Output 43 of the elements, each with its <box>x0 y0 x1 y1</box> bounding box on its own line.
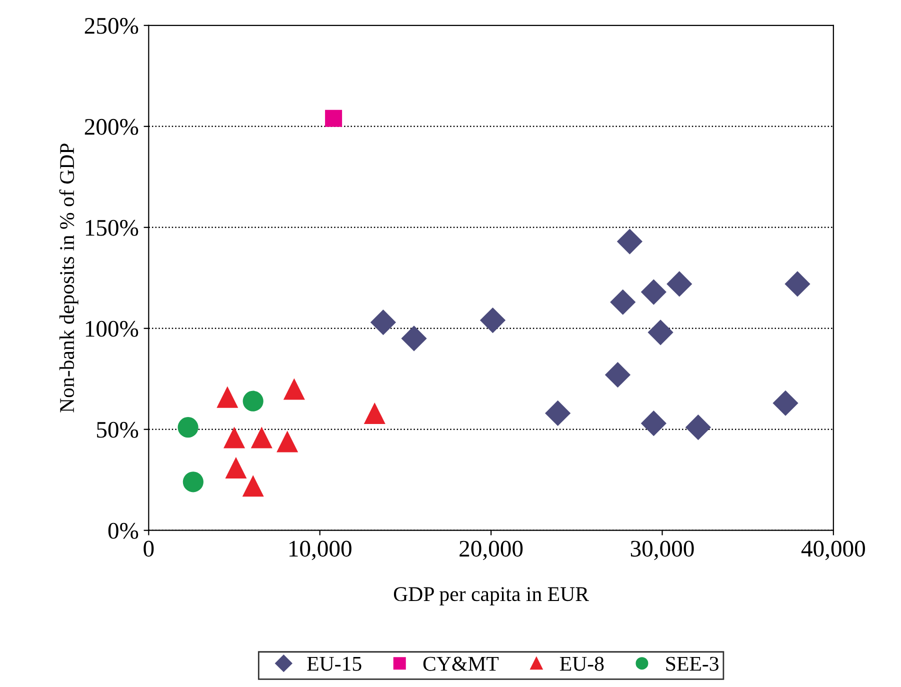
point <box>640 410 666 436</box>
point <box>784 271 810 297</box>
point <box>666 271 692 297</box>
legend-label: EU-8 <box>560 656 604 671</box>
point <box>182 472 204 492</box>
y-tick-label: 200% <box>84 118 138 135</box>
point <box>276 430 298 452</box>
y-tick-label: 150% <box>86 220 138 236</box>
y-tick-label: 250% <box>84 18 138 34</box>
point <box>242 390 264 412</box>
point <box>401 326 427 352</box>
point <box>216 386 238 408</box>
point <box>648 320 674 346</box>
y-tick-label: 50% <box>97 422 138 438</box>
point <box>370 310 396 336</box>
y-tick-label: 100% <box>86 320 138 337</box>
point <box>283 378 305 400</box>
legend-label: CY&MT <box>423 656 499 671</box>
point <box>480 308 506 334</box>
y-tick-label: 0% <box>108 522 138 539</box>
point <box>178 417 198 438</box>
x-tick-label: 10,000 <box>289 540 352 560</box>
x-tick-label: 0 <box>144 540 154 557</box>
point <box>250 426 272 448</box>
point <box>685 414 711 440</box>
legend-label: EU-15 <box>307 656 362 671</box>
x-tick-label: 40,000 <box>801 540 865 560</box>
point <box>242 475 264 497</box>
x-tick-label: 30,000 <box>630 540 694 560</box>
point <box>225 456 247 479</box>
legend-label: SEE-3 <box>666 656 718 671</box>
point <box>604 362 631 388</box>
point <box>616 228 643 254</box>
point <box>364 402 386 424</box>
point <box>325 110 342 127</box>
point <box>545 400 571 426</box>
x-axis-title: GDP per capita in EUR <box>394 587 589 606</box>
point <box>640 279 666 305</box>
y-axis-title: Non-bank deposits in % of GDP <box>59 144 78 412</box>
point <box>610 289 636 315</box>
point <box>772 390 798 416</box>
x-tick-label: 20,000 <box>460 540 523 560</box>
point <box>224 426 246 448</box>
